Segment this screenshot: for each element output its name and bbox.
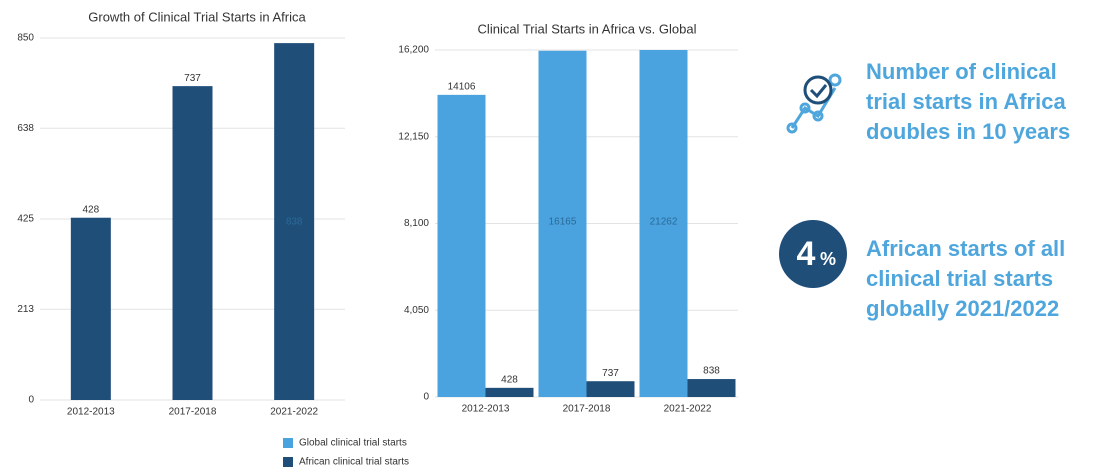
callout-text: trial starts in Africa [866,89,1066,114]
legend-swatch [283,438,293,448]
x-tick-label: 2012-2013 [462,404,510,415]
data-label: 838 [286,217,303,228]
bar [538,50,587,397]
y-tick-label: 16,200 [398,45,429,56]
bar [70,217,111,400]
y-tick-label: 850 [17,33,34,44]
callout-text: Number of clinical [866,59,1057,84]
chart-title: Clinical Trial Starts in Africa vs. Glob… [478,21,697,36]
legend-swatch [283,457,293,467]
bar [172,86,213,401]
callout-text: doubles in 10 years [866,119,1070,144]
bars [70,43,315,401]
bar [639,50,688,397]
data-label: 838 [703,366,720,377]
y-tick-label: 8,100 [404,218,429,229]
x-tick-label: 2021-2022 [270,407,318,418]
data-label: 21262 [650,217,678,228]
y-tick-label: 0 [423,392,429,403]
badge [779,220,847,288]
legend-label: African clinical trial starts [299,457,409,468]
bar [485,387,534,397]
data-label: 737 [602,368,619,379]
callout-text: clinical trial starts [866,266,1053,291]
y-tick-label: 4,050 [404,305,429,316]
y-tick-label: 213 [17,304,34,315]
callout-text: globally 2021/2022 [866,296,1059,321]
callout-text: African starts of all [866,236,1065,261]
bar [437,94,486,397]
bar [586,381,635,397]
y-tick-label: 12,150 [398,131,429,142]
badge-unit: % [820,249,836,269]
data-label: 16165 [549,217,577,228]
y-tick-label: 638 [17,123,34,134]
x-tick-label: 2021-2022 [664,404,712,415]
x-tick-label: 2017-2018 [169,407,217,418]
chart-title: Growth of Clinical Trial Starts in Afric… [88,9,306,24]
graph-icon [786,73,842,134]
data-label: 428 [501,374,518,385]
y-tick-label: 425 [17,214,34,225]
x-tick-label: 2012-2013 [67,407,115,418]
bar [687,379,736,397]
bar [274,43,315,400]
data-label: 737 [184,73,201,84]
data-label: 428 [82,204,99,215]
badge-number: 4 [797,235,816,273]
y-tick-label: 0 [28,395,34,406]
bars [437,50,736,397]
x-tick-label: 2017-2018 [563,404,611,415]
data-label: 14106 [448,81,476,92]
legend-label: Global clinical trial starts [299,438,407,449]
